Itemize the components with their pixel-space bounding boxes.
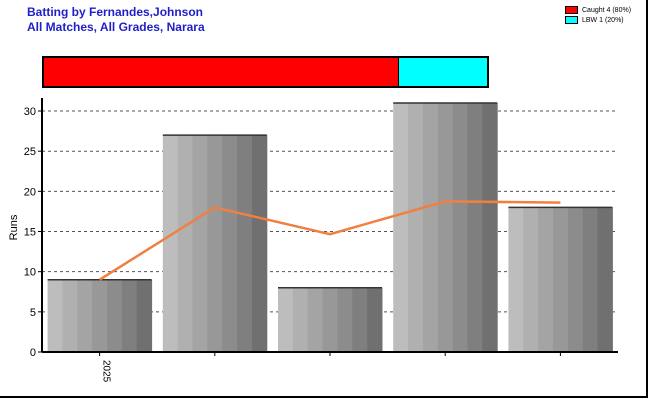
bar-stripe — [62, 279, 78, 352]
bar-stripe — [352, 287, 368, 352]
y-tick-label: 5 — [30, 307, 36, 319]
legend-label-caught: Caught 4 (80%) — [582, 6, 632, 14]
chart-subtitle: All Matches, All Grades, Narara — [27, 20, 205, 34]
bar-stripe — [136, 279, 153, 352]
bar — [162, 134, 268, 352]
bar-stripe — [207, 135, 223, 352]
average-line — [98, 200, 561, 281]
bar-stripe — [162, 135, 179, 352]
legend-item-caught: Caught 4 (80%) — [565, 5, 631, 15]
bar-stripe — [567, 207, 584, 352]
dismissal-segment-caught — [44, 58, 399, 86]
legend-label-lbw: LBW 1 (20%) — [582, 16, 624, 24]
y-tick-label: 20 — [24, 186, 36, 198]
bar-stripe — [192, 135, 208, 352]
bar-stripe — [251, 135, 268, 352]
legend: Caught 4 (80%) LBW 1 (20%) — [565, 5, 631, 25]
y-tick-label: 0 — [30, 347, 36, 359]
y-tick-label: 10 — [24, 267, 36, 279]
bar-stripe — [367, 287, 383, 352]
y-axis-label: Runs — [8, 214, 20, 240]
bar-stripe — [408, 103, 424, 352]
bar-stripe — [92, 279, 108, 352]
bar-stripe — [452, 103, 468, 352]
bar — [278, 286, 383, 352]
bar-stripe — [237, 135, 253, 352]
bar-stripe — [222, 135, 238, 352]
bar-stripe — [307, 287, 324, 352]
bar-stripe — [582, 207, 599, 352]
bar-stripe — [278, 287, 294, 352]
bar-stripe — [482, 103, 498, 352]
legend-item-lbw: LBW 1 (20%) — [565, 15, 631, 25]
bar-stripe — [107, 279, 123, 352]
bar-stripe — [77, 279, 93, 352]
bar — [508, 206, 613, 352]
y-tick-label: 15 — [24, 227, 36, 239]
bar-stripe — [337, 287, 353, 352]
bar-stripe — [508, 207, 524, 352]
dismissal-bar — [42, 56, 489, 88]
bar-stripe — [393, 103, 409, 352]
chart-title: Batting by Fernandes,Johnson — [27, 5, 204, 19]
y-tick-label: 25 — [24, 146, 36, 158]
bar-stripe — [292, 287, 309, 352]
x-tick-label: 2025 — [101, 360, 112, 383]
bar-stripe — [538, 207, 554, 352]
legend-swatch-lbw — [565, 16, 578, 24]
bar-stripe — [467, 103, 483, 352]
bar — [47, 278, 153, 352]
dismissal-segment-lbw — [398, 58, 487, 86]
bar-stripe — [47, 279, 63, 352]
bar-stripe — [322, 287, 338, 352]
bar-stripe — [177, 135, 194, 352]
bar-stripe — [437, 103, 454, 352]
bar-stripe — [121, 279, 138, 352]
bar-stripe — [422, 103, 439, 352]
legend-swatch-caught — [565, 6, 578, 14]
bar — [393, 102, 498, 352]
y-tick-label: 30 — [24, 106, 36, 118]
bar-stripe — [523, 207, 539, 352]
bar-stripe — [552, 207, 569, 352]
bar-stripe — [597, 207, 613, 352]
